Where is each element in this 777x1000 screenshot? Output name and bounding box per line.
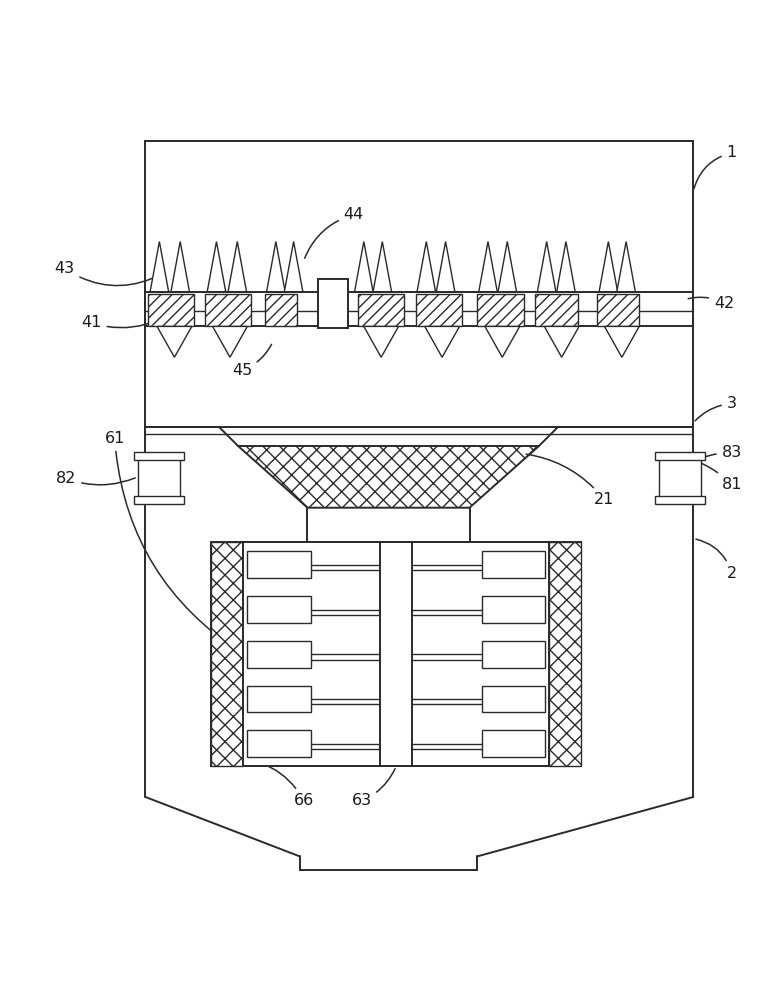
Bar bbox=[482, 641, 545, 668]
Bar bbox=[247, 641, 311, 668]
Polygon shape bbox=[150, 242, 169, 292]
Bar bbox=[265, 294, 298, 326]
Text: 21: 21 bbox=[526, 454, 615, 508]
Bar bbox=[477, 294, 524, 326]
Bar bbox=[655, 496, 705, 504]
Polygon shape bbox=[556, 242, 575, 292]
Text: 82: 82 bbox=[56, 471, 135, 486]
Text: 42: 42 bbox=[688, 296, 734, 311]
Bar bbox=[148, 294, 194, 326]
Bar bbox=[357, 294, 404, 326]
Polygon shape bbox=[267, 242, 285, 292]
Bar bbox=[535, 294, 577, 326]
Bar bbox=[416, 294, 462, 326]
Polygon shape bbox=[617, 242, 636, 292]
Bar bbox=[243, 542, 549, 766]
Bar bbox=[211, 542, 581, 766]
Bar bbox=[247, 730, 311, 757]
Bar bbox=[549, 542, 581, 766]
Polygon shape bbox=[545, 326, 579, 357]
Polygon shape bbox=[373, 242, 392, 292]
Polygon shape bbox=[284, 242, 303, 292]
Text: 44: 44 bbox=[305, 207, 364, 258]
Bar bbox=[482, 551, 545, 578]
Polygon shape bbox=[437, 242, 455, 292]
Polygon shape bbox=[599, 242, 618, 292]
Bar bbox=[205, 294, 251, 326]
Bar bbox=[211, 542, 243, 766]
Text: 2: 2 bbox=[696, 539, 737, 581]
Polygon shape bbox=[354, 242, 373, 292]
Polygon shape bbox=[364, 326, 399, 357]
Text: 41: 41 bbox=[82, 315, 159, 330]
Bar bbox=[658, 454, 701, 500]
Bar bbox=[597, 294, 639, 326]
Polygon shape bbox=[605, 326, 639, 357]
Bar bbox=[655, 452, 705, 460]
Bar bbox=[482, 686, 545, 712]
Polygon shape bbox=[498, 242, 517, 292]
Polygon shape bbox=[238, 446, 539, 508]
Text: 81: 81 bbox=[661, 454, 742, 492]
Text: 3: 3 bbox=[695, 396, 737, 421]
Polygon shape bbox=[213, 326, 247, 357]
Polygon shape bbox=[157, 326, 192, 357]
Bar bbox=[134, 452, 184, 460]
Bar bbox=[145, 292, 693, 326]
Text: 66: 66 bbox=[262, 763, 314, 808]
Bar bbox=[380, 542, 413, 766]
Bar bbox=[482, 730, 545, 757]
Polygon shape bbox=[417, 242, 436, 292]
Polygon shape bbox=[485, 326, 520, 357]
Text: 83: 83 bbox=[660, 445, 742, 484]
Text: 61: 61 bbox=[104, 431, 241, 653]
Bar bbox=[482, 596, 545, 623]
Bar bbox=[247, 551, 311, 578]
Polygon shape bbox=[171, 242, 190, 292]
Bar bbox=[318, 279, 348, 328]
Bar bbox=[134, 496, 184, 504]
Text: 63: 63 bbox=[351, 769, 395, 808]
Polygon shape bbox=[207, 242, 226, 292]
Bar bbox=[138, 454, 180, 500]
Bar bbox=[247, 686, 311, 712]
Text: 43: 43 bbox=[54, 261, 162, 286]
Text: 45: 45 bbox=[232, 344, 271, 378]
Text: 1: 1 bbox=[694, 145, 737, 189]
Bar bbox=[247, 596, 311, 623]
Polygon shape bbox=[228, 242, 246, 292]
Polygon shape bbox=[538, 242, 556, 292]
Polygon shape bbox=[479, 242, 497, 292]
Polygon shape bbox=[425, 326, 459, 357]
